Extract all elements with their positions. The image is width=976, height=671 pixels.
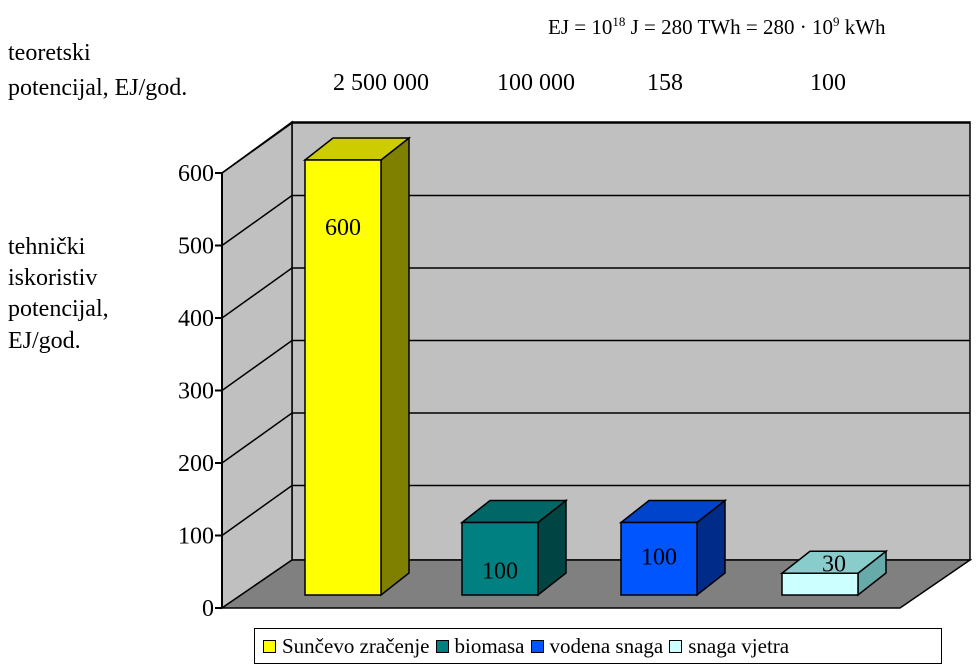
chart-gridlines [221,122,970,537]
bar-vodena-snaga: 100 [618,498,728,597]
bar-biomasa: 100 [459,498,569,597]
legend-item-wind: snaga vjetra [669,634,789,659]
bar-front [461,521,539,596]
unit-conversion-note: EJ = 1018 J = 280 TWh = 280 · 109 kWh [548,14,886,39]
theoretical-value-sun: 2 500 000 [333,70,429,96]
data-label: 600 [325,215,361,241]
y-tick-label: 100 [178,524,214,550]
theoretical-value-wind: 100 [810,70,846,96]
gridline [221,122,970,174]
bar-front [620,521,698,596]
legend-item-hydro: vodena snaga [530,634,663,659]
y-tick-label: 500 [178,234,214,260]
bars: 600 100 100 30 [302,136,889,597]
y-tick-label: 300 [178,379,214,405]
chart-legend: Sunčevo zračenje biomasa vodena snaga sn… [254,628,942,664]
bar-snaga-vjetra: 30 [779,549,889,597]
theoretical-potential-label: teoretski potencijal, EJ/god. [8,40,188,101]
y-tick-label: 400 [178,306,214,332]
y-tick-label: 200 [178,451,214,477]
legend-swatch-wind [669,639,683,653]
technical-potential-label: tehnički iskoristiv potencijal, EJ/god. [8,234,109,354]
gridline [221,194,970,247]
gridline [221,339,970,392]
legend-item-biomass: biomasa [435,634,525,659]
legend-swatch-hydro [530,639,544,653]
bar-front [781,572,859,596]
y-tick-label: 600 [178,161,214,187]
bar-front [304,159,382,596]
legend-swatch-biomass [435,639,449,653]
gridline [221,267,970,319]
gridline [221,484,970,537]
gridline [221,412,970,464]
bar-sunčevo-zračenje: 600 [302,136,412,597]
data-label: 100 [482,559,518,585]
y-axis: 0 100 200 300 400 500 600 [178,161,223,622]
legend-item-sun: Sunčevo zračenje [263,634,430,659]
theoretical-value-biomass: 100 000 [497,70,575,96]
theoretical-value-hydro: 158 [647,70,683,96]
bar-side [380,136,410,597]
data-label: 30 [822,551,846,577]
y-tick-label: 0 [202,596,214,622]
legend-swatch-sun [263,639,276,653]
data-label: 100 [641,545,677,571]
